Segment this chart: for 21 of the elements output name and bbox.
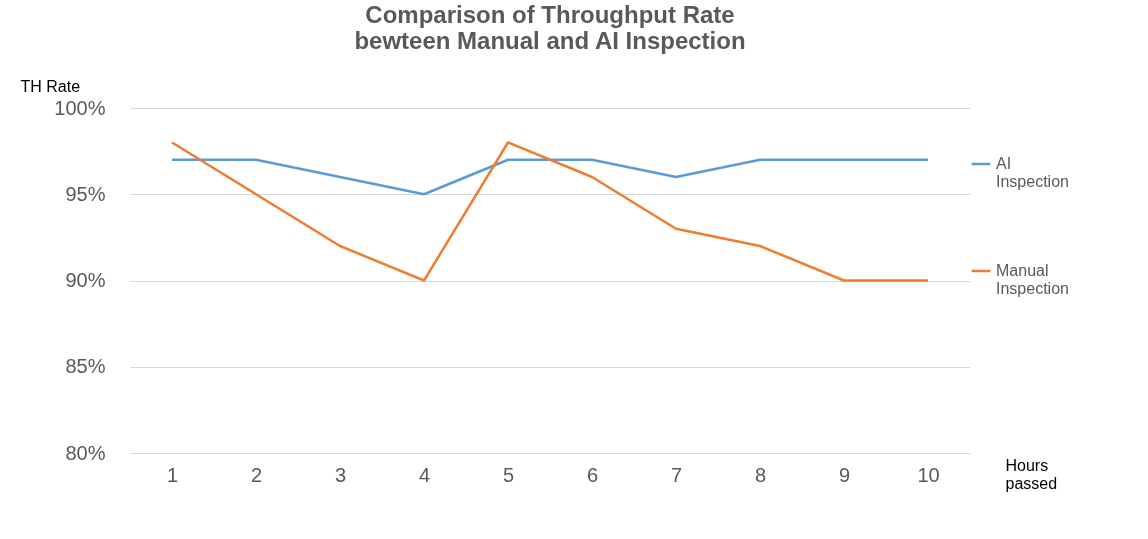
x-tick-label: 7 (670, 463, 683, 486)
chart-title: Comparison of Throughput Rate bewteen Manual and AI Inspection (354, 1, 746, 54)
x-axis-title: Hours passed (1005, 456, 1058, 492)
y-tick-label: 80% (65, 441, 106, 464)
y-tick-label: 85% (65, 355, 106, 378)
x-tick-label: 9 (838, 463, 851, 486)
line-series (170, 141, 930, 282)
y-tick-label: 100% (54, 96, 106, 119)
x-tick-label: 4 (418, 463, 431, 486)
y-tick-label: 95% (65, 182, 106, 205)
x-tick-label: 2 (250, 463, 263, 486)
legend-label: AI Inspection (996, 155, 1069, 190)
legend-label: Manual Inspection (996, 262, 1069, 297)
x-tick-label: 6 (586, 463, 599, 486)
x-tick-label: 1 (166, 463, 179, 486)
y-tick-label: 90% (65, 269, 106, 291)
x-tick-label: 8 (754, 463, 767, 486)
x-tick-label: 10 (917, 463, 940, 486)
x-tick-label: 5 (502, 463, 515, 486)
y-axis-title: TH Rate (20, 77, 81, 95)
x-tick-label: 3 (334, 463, 347, 486)
